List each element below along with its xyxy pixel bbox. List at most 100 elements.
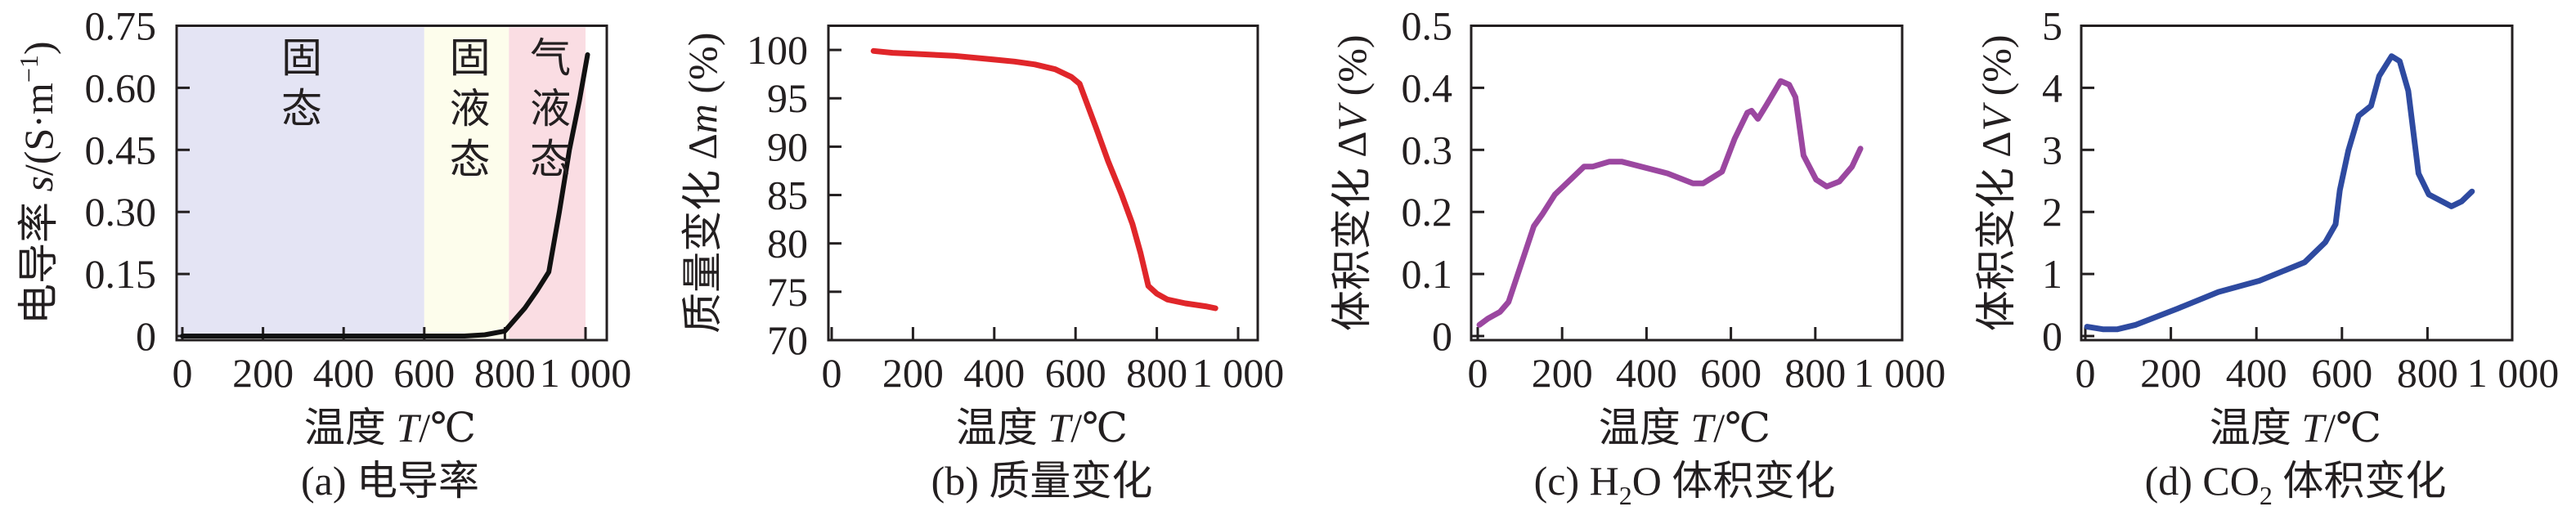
y-axis-title: 体积变化 ΔV (%) xyxy=(1329,34,1375,331)
y-axis-title: 质量变化 Δm (%) xyxy=(680,33,725,334)
region-1 xyxy=(424,27,509,338)
series-line-0 xyxy=(870,47,1218,312)
x-tick-label: 200 xyxy=(2140,350,2201,396)
y-tick-label: 0.1 xyxy=(1402,251,1453,297)
y-axis-title-prefix: 质量变化 Δ xyxy=(680,133,725,334)
caption-prefix: (d) CO xyxy=(2145,458,2260,504)
caption-subscript: 2 xyxy=(2260,481,2273,510)
x-tick-label: 200 xyxy=(882,350,944,396)
x-tick-label: 400 xyxy=(2226,350,2287,396)
region-label-0: 固态 xyxy=(275,36,322,137)
caption-text: (b) 质量变化 xyxy=(931,458,1153,504)
y-axis-title-end: ) xyxy=(16,41,61,55)
y-tick-label: 95 xyxy=(767,75,808,121)
y-tick-label: 0.2 xyxy=(1402,189,1453,235)
x-axis-title-unit: /℃ xyxy=(419,405,476,451)
caption-subscript: 2 xyxy=(1619,481,1632,510)
y-axis-title: 电导率 s/(S·m−1) xyxy=(14,41,61,325)
y-axis-title-prefix: 体积变化 Δ xyxy=(1973,131,2019,331)
x-axis-title-unit: /℃ xyxy=(2324,405,2381,451)
x-axis-title-prefix: 温度 xyxy=(304,405,397,451)
y-axis-title-unit: /(S·m xyxy=(16,83,61,176)
x-tick-label: 800 xyxy=(2397,350,2458,396)
series-line-0 xyxy=(180,52,590,338)
series-line-0 xyxy=(2084,53,2475,333)
y-tick-label: 3 xyxy=(2042,127,2062,173)
x-axis-title-unit: /℃ xyxy=(1713,405,1770,451)
plot-frame xyxy=(175,25,608,342)
y-tick-label: 0 xyxy=(136,313,156,359)
panel-caption: (c) H2O 体积变化 xyxy=(1534,458,1836,510)
x-tick-label: 400 xyxy=(1616,350,1677,396)
x-tick-label: 1 000 xyxy=(540,350,632,396)
y-tick-label: 0.15 xyxy=(85,251,157,297)
y-axis-title-prefix: 体积变化 Δ xyxy=(1329,131,1375,331)
y-tick-label: 0.75 xyxy=(85,3,157,49)
y-tick-label: 1 xyxy=(2042,251,2062,297)
y-axis-title-unit: (%) xyxy=(1973,34,2019,105)
region-label-1: 固液态 xyxy=(442,36,491,188)
x-axis-title-variable: T xyxy=(2301,405,2327,451)
y-tick-label: 0.4 xyxy=(1402,65,1453,110)
region-2 xyxy=(509,27,586,338)
x-tick-label: 1 000 xyxy=(2467,350,2560,396)
y-axis-title: 体积变化 ΔV (%) xyxy=(1973,34,2019,331)
y-tick-label: 0 xyxy=(2042,313,2062,359)
panel-caption: (b) 质量变化 xyxy=(931,458,1153,504)
y-tick-label: 0.3 xyxy=(1402,127,1453,173)
panel-d: 0 200 400 600 800 1 000 0 1 2 3 4 5 温度 T/℃ 体积变化 ΔV (%… xyxy=(1973,3,2559,511)
x-tick-label: 0 xyxy=(2076,350,2096,396)
y-axis-title-variable: s xyxy=(16,176,61,191)
panel-caption: (a) 电导率 xyxy=(301,458,479,504)
caption-prefix: (c) H xyxy=(1534,458,1619,504)
x-tick-label: 200 xyxy=(232,350,294,396)
y-axis-title-unit: (%) xyxy=(1329,34,1375,105)
x-tick-label: 1 000 xyxy=(1854,350,1946,396)
y-tick-label: 80 xyxy=(767,221,808,267)
x-axis-title-prefix: 温度 xyxy=(1599,405,1691,451)
y-axis-title-variable: m xyxy=(680,104,725,133)
x-tick-label: 800 xyxy=(1126,350,1187,396)
series-line-0 xyxy=(1476,78,1864,328)
x-axis-title-variable: T xyxy=(1690,405,1716,451)
x-tick-label: 400 xyxy=(313,350,375,396)
region-0 xyxy=(178,27,424,338)
x-axis-title-variable: T xyxy=(1048,405,1073,451)
caption-suffix: O 体积变化 xyxy=(1632,458,1836,504)
x-tick-label: 0 xyxy=(173,350,193,396)
x-tick-label: 1 000 xyxy=(1192,350,1285,396)
x-tick-label: 600 xyxy=(393,350,455,396)
y-tick-label: 4 xyxy=(2042,65,2062,110)
region-label-2: 气液态 xyxy=(523,36,572,188)
panel-c: 0 200 400 600 800 1 000 0 0.1 0.2 0.3 0.4 0.5 温度 T/℃… xyxy=(1329,3,1945,511)
x-axis-title-unit: /℃ xyxy=(1070,405,1128,451)
y-tick-label: 0.60 xyxy=(85,65,157,110)
y-tick-label: 70 xyxy=(767,317,808,363)
x-tick-label: 200 xyxy=(1532,350,1593,396)
y-axis-title-superscript: −1 xyxy=(14,55,43,83)
x-axis-title: 温度 T/℃ xyxy=(1599,405,1770,451)
y-axis-title-unit: (%) xyxy=(680,33,725,104)
y-axis-title-prefix: 电导率 xyxy=(16,192,61,325)
caption-text: (a) 电导率 xyxy=(301,458,479,504)
y-tick-label: 100 xyxy=(747,27,808,73)
x-tick-label: 600 xyxy=(1045,350,1106,396)
y-tick-label: 85 xyxy=(767,173,808,218)
y-tick-label: 0 xyxy=(1432,313,1452,359)
x-axis-title: 温度 T/℃ xyxy=(2210,405,2381,451)
plot-frame xyxy=(2080,25,2514,342)
y-tick-label: 5 xyxy=(2042,3,2062,49)
x-axis-title-variable: T xyxy=(396,405,421,451)
y-tick-label: 0.45 xyxy=(85,127,157,173)
x-tick-label: 600 xyxy=(2311,350,2372,396)
caption-suffix: 体积变化 xyxy=(2273,458,2447,504)
plot-frame xyxy=(1470,25,1904,342)
x-tick-label: 800 xyxy=(474,350,536,396)
y-tick-label: 90 xyxy=(767,123,808,169)
x-tick-label: 800 xyxy=(1784,350,1846,396)
x-axis-title-prefix: 温度 xyxy=(2210,405,2302,451)
y-tick-label: 0.30 xyxy=(85,189,157,235)
x-tick-label: 600 xyxy=(1700,350,1761,396)
